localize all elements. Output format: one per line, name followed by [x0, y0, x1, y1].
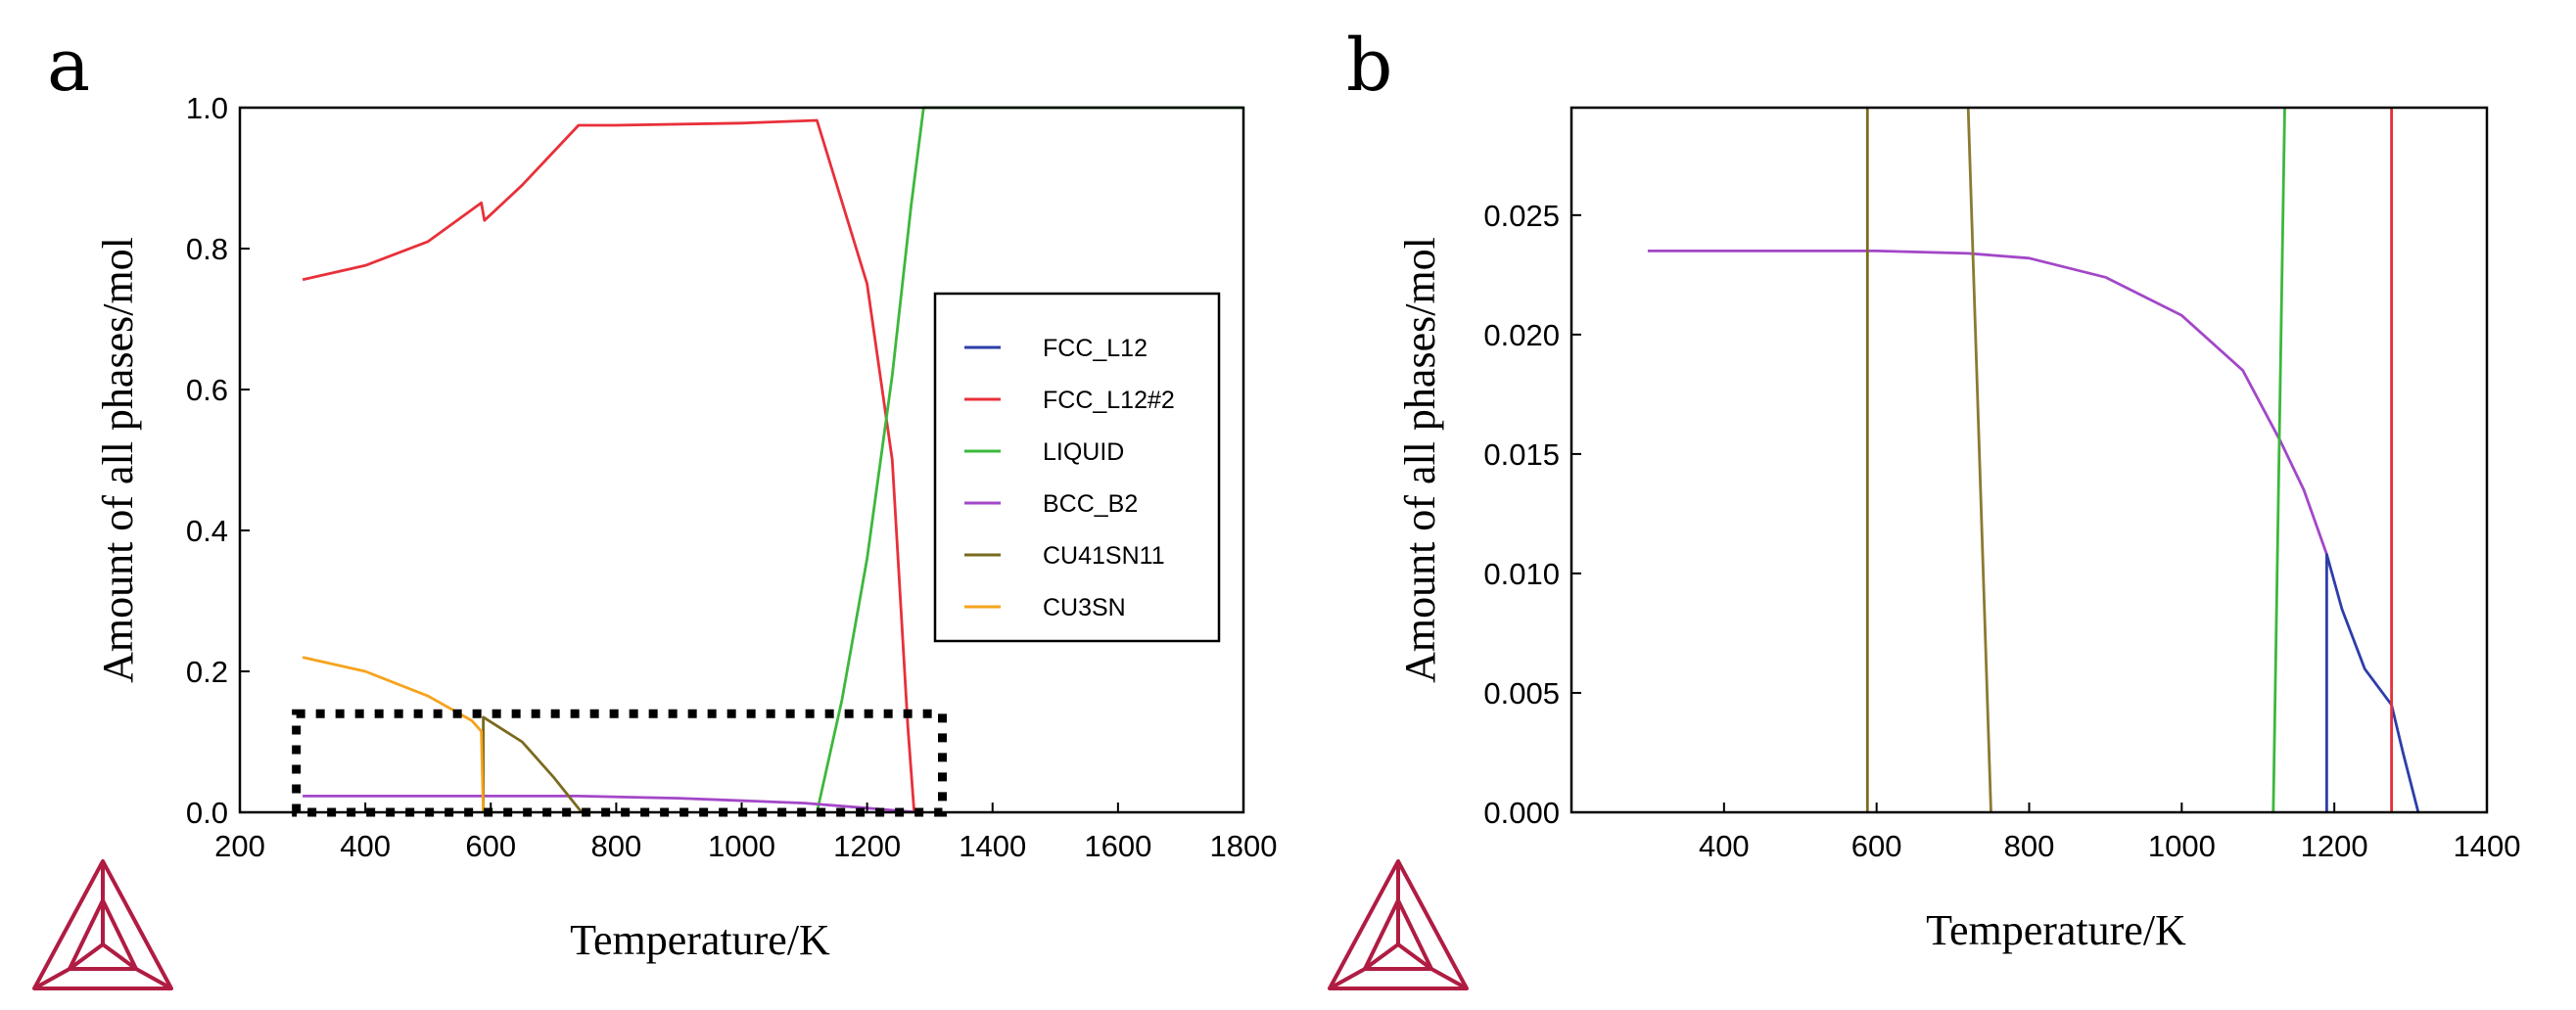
y-tick-label: 0.2: [186, 655, 228, 689]
series-line-liquid-2: [816, 106, 1243, 813]
legend-entries: FCC_L12 FCC_L12#2 LIQUID BCC_B2 CU41SN11 CU3S…: [964, 335, 1175, 621]
chart-b-xlabel: Temperature/K: [1926, 906, 2186, 954]
legend-label: CU3SN: [1043, 594, 1126, 621]
y-tick-label: 0.4: [186, 514, 228, 548]
chart-b-series: [1647, 107, 2420, 813]
series-line-fcc-l12-2-1: [302, 118, 916, 813]
x-tick-label: 600: [1851, 829, 1902, 863]
legend-label: LIQUID: [1043, 438, 1124, 466]
x-tick-label: 800: [591, 829, 642, 863]
y-tick-label: 0.6: [186, 373, 228, 407]
x-tick-label: 400: [1699, 829, 1750, 863]
chart-a-ylabel: Amount of all phases/mol: [94, 237, 142, 683]
legend-label: CU41SN11: [1043, 542, 1165, 570]
x-tick-label: 400: [340, 829, 391, 863]
x-tick-label: 1400: [959, 829, 1026, 863]
y-tick-label: 0.010: [1483, 557, 1560, 591]
series-line-cu41sn11-5: [1966, 107, 1992, 813]
y-tick-label: 0.020: [1483, 318, 1560, 352]
x-tick-label: 600: [465, 829, 516, 863]
thermocalc-logo-icon: [32, 859, 173, 990]
series-line-fcc-l12-1: [2325, 553, 2420, 813]
y-tick-label: 0.0: [186, 796, 228, 830]
x-tick-label: 1200: [833, 829, 901, 863]
legend-label: FCC_L12#2: [1043, 387, 1175, 414]
series-line-cu3sn-5: [302, 656, 485, 813]
y-tick-label: 0.000: [1483, 796, 1560, 830]
legend-box: [933, 292, 1221, 643]
x-tick-label: 1000: [708, 829, 775, 863]
chart-b-ylabel: Amount of all phases/mol: [1396, 237, 1444, 683]
y-tick-label: 1.0: [186, 91, 228, 125]
x-tick-label: 200: [214, 829, 265, 863]
chart-b-frame: [1569, 106, 2489, 814]
x-tick-label: 1600: [1084, 829, 1151, 863]
y-tick-label: 0.015: [1483, 437, 1560, 472]
y-tick-label: 0.005: [1483, 676, 1560, 711]
thermocalc-logo-icon: [1328, 859, 1469, 990]
chart-b-ticks: 400 600 800 1000 1200 1400 0.000 0.005 0.010 0.01…: [1483, 199, 2520, 863]
chart-a-xlabel: Temperature/K: [570, 916, 830, 964]
y-tick-label: 0.025: [1483, 199, 1560, 233]
chart-a-legend: FCC_L12 FCC_L12#2 LIQUID BCC_B2 CU41SN11 CU3S…: [933, 292, 1221, 643]
legend-label: FCC_L12: [1043, 335, 1147, 362]
x-tick-label: 800: [2004, 829, 2055, 863]
x-tick-label: 1200: [2301, 829, 2368, 863]
chart-b: 400 600 800 1000 1200 1400 0.000 0.005 0.010 0.01…: [1396, 106, 2520, 954]
x-tick-label: 1000: [2148, 829, 2216, 863]
chart-a-ticks: 200 400 600 800 1000 1200 1400 1600 1800 0.0 0.2 0.…: [186, 91, 1278, 863]
series-line-cu41sn11-4: [482, 715, 584, 813]
series-line-bcc-b2-0: [1647, 249, 2328, 555]
legend-label: BCC_B2: [1043, 490, 1138, 518]
panel-a-letter: a: [47, 23, 90, 108]
panel-b-letter: b: [1346, 23, 1392, 108]
x-tick-label: 1800: [1210, 829, 1278, 863]
y-tick-label: 0.8: [186, 232, 228, 266]
chart-a: 200 400 600 800 1000 1200 1400 1600 1800 0.0 0.2 0.…: [94, 91, 1277, 964]
series-line-liquid-2: [2272, 107, 2286, 813]
x-tick-label: 1400: [2454, 829, 2521, 863]
